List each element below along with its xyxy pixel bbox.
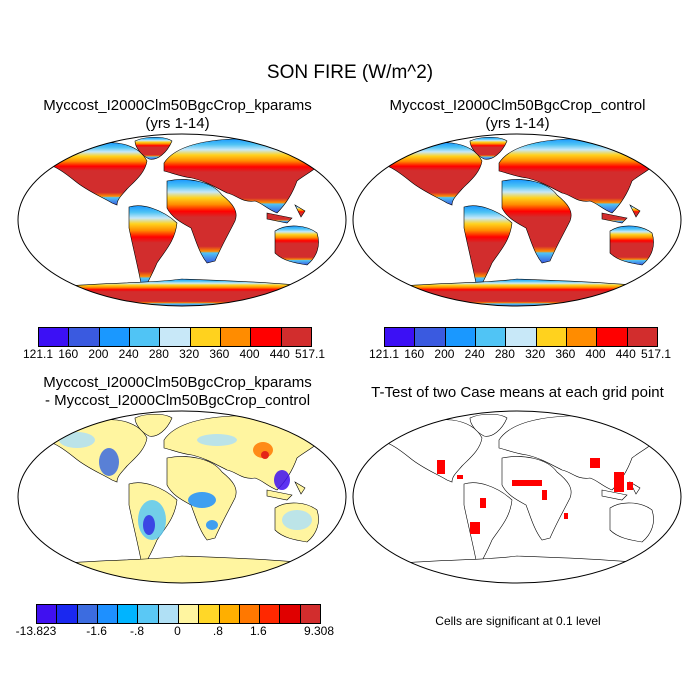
colorbar-box (158, 605, 179, 623)
panel-title-line: Myccost_I2000Clm50BgcCrop_kparams (43, 374, 312, 391)
figure-title: SON FIRE (W/m^2) (266, 62, 434, 83)
colorbar-kparams-labels: 121.1 160 200 240 280 320 360 400 440 517.1 (23, 347, 325, 361)
colorbar-label: 517.1 (294, 347, 326, 361)
colorbar-label: 121.1 (368, 347, 400, 361)
colorbar-box (160, 328, 191, 346)
colorbar-kparams (38, 327, 312, 347)
colorbar-label: 1.6 (250, 624, 267, 638)
colorbar-box (118, 605, 139, 623)
colorbar-box (251, 328, 282, 346)
panel-title-ttest: T-Test of two Case means at each grid po… (345, 384, 690, 402)
colorbar-box (99, 328, 130, 346)
panel-title-difference: Myccost_I2000Clm50BgcCrop_kparams - Mycc… (5, 374, 350, 410)
colorbar-box (597, 328, 628, 346)
panel-title-line: T-Test of two Case means at each grid po… (371, 384, 664, 401)
colorbar-label: 440 (615, 347, 636, 361)
colorbar-box (280, 605, 301, 623)
panel-subtitle: - Myccost_I2000Clm50BgcCrop_control (44, 392, 311, 409)
colorbar-label: .8 (212, 624, 223, 638)
colorbar-box (536, 328, 567, 346)
colorbar-box (69, 328, 100, 346)
colorbar-box (129, 328, 161, 346)
colorbar-label: 320 (525, 347, 546, 361)
colorbar-box (220, 328, 252, 346)
colorbar-label: -13.823 (15, 624, 57, 638)
colorbar-box (385, 328, 416, 346)
colorbar-label: 200 (88, 347, 109, 361)
colorbar-box (506, 328, 537, 346)
colorbar-box (415, 328, 446, 346)
colorbar-box (566, 328, 598, 346)
colorbar-label: 121.1 (22, 347, 54, 361)
panel-subtitle: (yrs 1-14) (145, 115, 210, 132)
colorbar-control (384, 327, 658, 347)
colorbar-box (239, 605, 261, 623)
colorbar-label: -1.6 (86, 624, 107, 638)
colorbar-label: 400 (239, 347, 260, 361)
panel-title-line: Myccost_I2000Clm50BgcCrop_control (389, 97, 646, 114)
colorbar-difference (36, 604, 321, 624)
colorbar-box (281, 328, 311, 346)
colorbar-box (77, 605, 98, 623)
colorbar-label: 440 (269, 347, 290, 361)
colorbar-box (475, 328, 507, 346)
map-difference (17, 410, 347, 584)
colorbar-label: 160 (58, 347, 79, 361)
colorbar-label: 280 (148, 347, 169, 361)
colorbar-box (199, 605, 220, 623)
significance-note: Cells are significant at 0.1 level (435, 614, 601, 628)
colorbar-label: 160 (404, 347, 425, 361)
panel-subtitle: (yrs 1-14) (485, 115, 550, 132)
panel-title-kparams: Myccost_I2000Clm50BgcCrop_kparams (yrs 1… (5, 97, 350, 133)
colorbar-box (37, 605, 58, 623)
colorbar-box (57, 605, 78, 623)
colorbar-label: 200 (434, 347, 455, 361)
colorbar-box (627, 328, 657, 346)
colorbar-box (39, 328, 70, 346)
colorbar-label: 0 (174, 624, 181, 638)
colorbar-label: 280 (494, 347, 515, 361)
colorbar-box (97, 605, 119, 623)
colorbar-box (138, 605, 159, 623)
map-kparams (17, 133, 347, 307)
colorbar-label: 400 (585, 347, 606, 361)
colorbar-difference-labels: -13.823 -1.6 -.8 0 .8 1.6 9.308 (16, 624, 334, 638)
colorbar-label: 360 (555, 347, 576, 361)
panel-title-line: Myccost_I2000Clm50BgcCrop_kparams (43, 97, 312, 114)
colorbar-box (300, 605, 320, 623)
colorbar-label: 517.1 (640, 347, 672, 361)
panel-title-control: Myccost_I2000Clm50BgcCrop_control (yrs 1… (345, 97, 690, 133)
colorbar-control-labels: 121.1 160 200 240 280 320 360 400 440 517.1 (369, 347, 671, 361)
colorbar-label: 360 (209, 347, 230, 361)
colorbar-box (219, 605, 240, 623)
colorbar-label: 9.308 (303, 624, 335, 638)
map-control (352, 133, 682, 307)
colorbar-box (190, 328, 221, 346)
colorbar-label: 240 (464, 347, 485, 361)
colorbar-label: 320 (179, 347, 200, 361)
colorbar-label: -.8 (130, 624, 145, 638)
colorbar-label: 240 (118, 347, 139, 361)
colorbar-box (260, 605, 281, 623)
colorbar-box (445, 328, 476, 346)
map-ttest (352, 410, 682, 584)
colorbar-box (178, 605, 200, 623)
